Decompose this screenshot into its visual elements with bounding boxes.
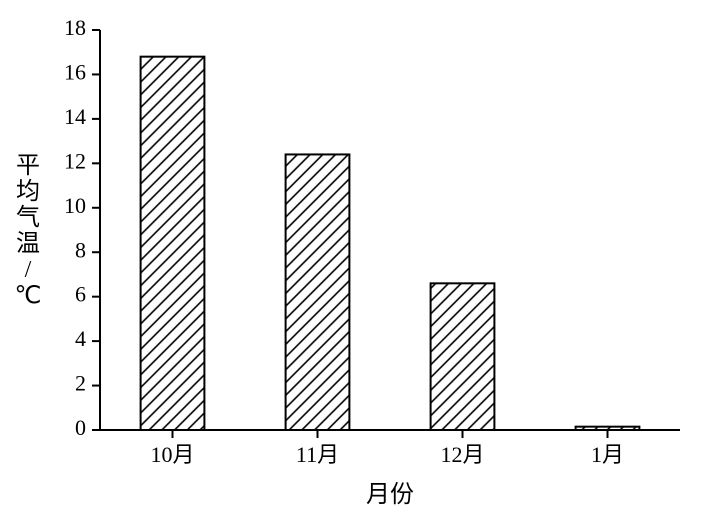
- svg-text:均: 均: [16, 178, 40, 205]
- temperature-bar-chart: 0 2 4 6 8 10 12 14 16 18 平均气温/℃ 10月 11月 12月 1月月份: [0, 0, 710, 520]
- svg-text:/: /: [25, 257, 32, 283]
- y-tick-label: 6: [75, 282, 86, 307]
- y-tick-label: 18: [64, 15, 86, 40]
- y-tick-label: 16: [64, 59, 86, 84]
- bar: [431, 283, 495, 430]
- y-tick-label: 12: [64, 148, 86, 173]
- y-tick-label: 2: [75, 371, 86, 396]
- x-axis-label: 月份: [366, 481, 414, 508]
- svg-text:气: 气: [16, 204, 40, 231]
- x-tick-label: 11月: [296, 442, 339, 467]
- y-tick-label: 4: [75, 326, 86, 351]
- y-axis-label: 平均气温/℃: [15, 153, 42, 309]
- svg-text:平: 平: [16, 153, 40, 179]
- y-tick-label: 0: [75, 415, 86, 440]
- chart-svg: 0 2 4 6 8 10 12 14 16 18 平均气温/℃ 10月 11月 12月 1月月份: [0, 0, 710, 520]
- bar: [286, 154, 350, 430]
- y-tick-label: 10: [64, 193, 86, 218]
- x-tick-label: 10月: [150, 442, 194, 467]
- x-tick-label: 12月: [440, 442, 484, 467]
- bar: [141, 57, 205, 430]
- svg-text:温: 温: [16, 230, 40, 257]
- x-tick-label: 1月: [591, 442, 624, 467]
- y-tick-label: 8: [75, 237, 86, 262]
- svg-text:℃: ℃: [15, 283, 42, 309]
- y-tick-label: 14: [64, 104, 86, 129]
